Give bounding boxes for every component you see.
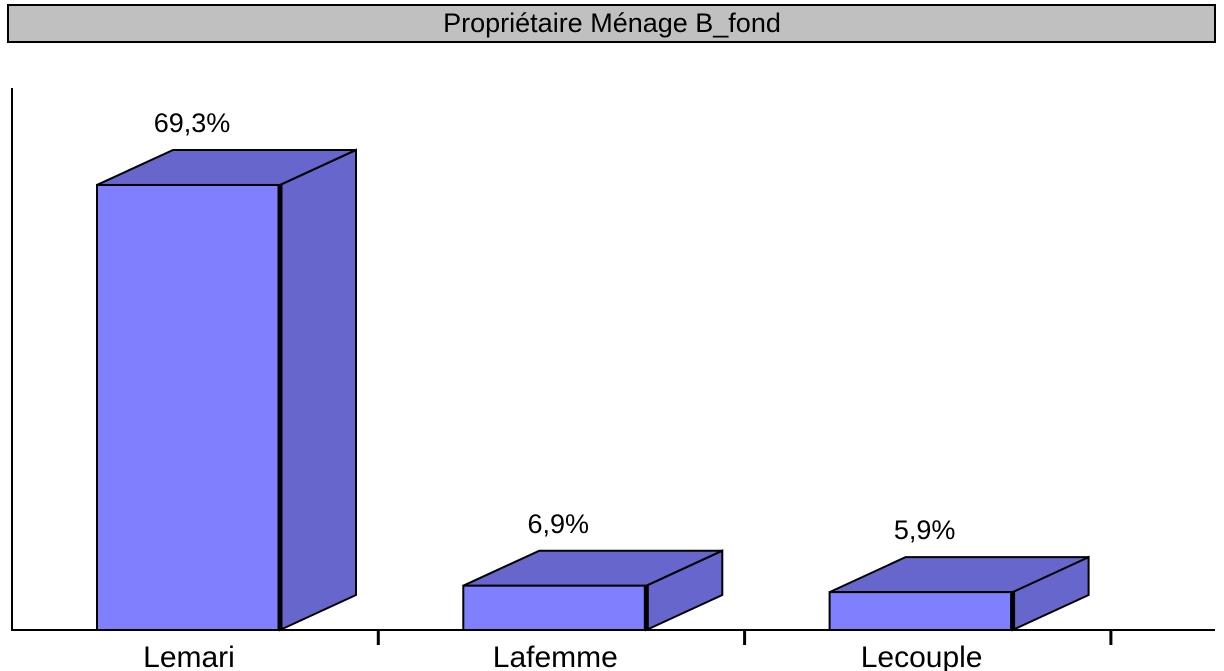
bar: [828, 591, 1014, 632]
title-box: [7, 4, 1216, 43]
x-tick-label: Lecouple: [861, 641, 983, 671]
bar-side: [279, 148, 357, 632]
value-label: 6,9%: [528, 509, 590, 539]
value-label: 69,3%: [154, 108, 231, 138]
chart-title: Propriétaire Ménage B_fond: [443, 8, 781, 38]
bar: [462, 584, 648, 631]
value-label: 5,9%: [894, 515, 956, 545]
x-tick-label: Lemari: [143, 641, 235, 671]
x-tick-label: Lafemme: [493, 641, 618, 671]
bar: [96, 183, 281, 631]
